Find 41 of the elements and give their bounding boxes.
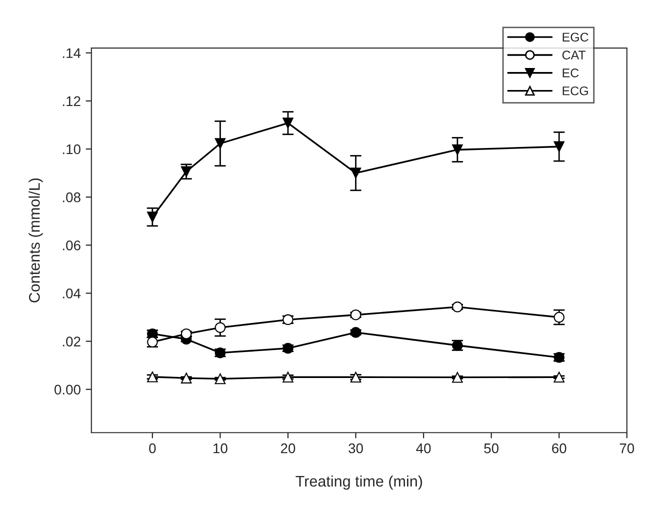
point (350, 327, 362, 338)
x-tick-label: 30 (348, 443, 363, 454)
point (147, 212, 158, 222)
y-tick-label: .04 (62, 288, 81, 298)
point (180, 166, 192, 177)
x-tick-label: 50 (484, 443, 498, 454)
y-tick-label: .14 (62, 48, 81, 58)
point (554, 312, 564, 323)
point (554, 141, 564, 152)
point (350, 372, 362, 382)
point (452, 144, 463, 156)
point (147, 371, 158, 382)
legend-label: EGC (562, 32, 588, 42)
x-tick-label: 40 (416, 443, 431, 454)
point (214, 138, 226, 149)
point (282, 118, 294, 128)
legend-label: EC (562, 68, 579, 78)
x-tick-label: 70 (620, 443, 634, 454)
point (214, 322, 226, 333)
y-axis-title: Contents (mmol/L) (28, 178, 43, 302)
x-tick-label: 10 (214, 443, 228, 454)
x-tick-label: 20 (280, 443, 296, 454)
point (452, 372, 463, 383)
y-tick-label: .08 (62, 192, 80, 202)
y-tick-label: .02 (62, 336, 80, 346)
point (350, 309, 362, 320)
point (350, 168, 362, 178)
point (214, 373, 226, 384)
x-axis-title: Treating time (min) (296, 475, 422, 490)
x-tick-label: 0 (149, 443, 156, 454)
legend-label: ECG (562, 86, 588, 96)
point (282, 372, 294, 382)
legend-label: CAT (562, 50, 586, 60)
y-tick-label: 0.00 (54, 384, 80, 395)
x-tick-label: 60 (552, 443, 566, 454)
point (180, 372, 192, 384)
point (554, 372, 564, 382)
y-tick-label: .10 (62, 144, 80, 154)
y-tick-label: .06 (62, 240, 80, 250)
y-tick-label: .12 (62, 96, 80, 106)
point (180, 328, 192, 340)
